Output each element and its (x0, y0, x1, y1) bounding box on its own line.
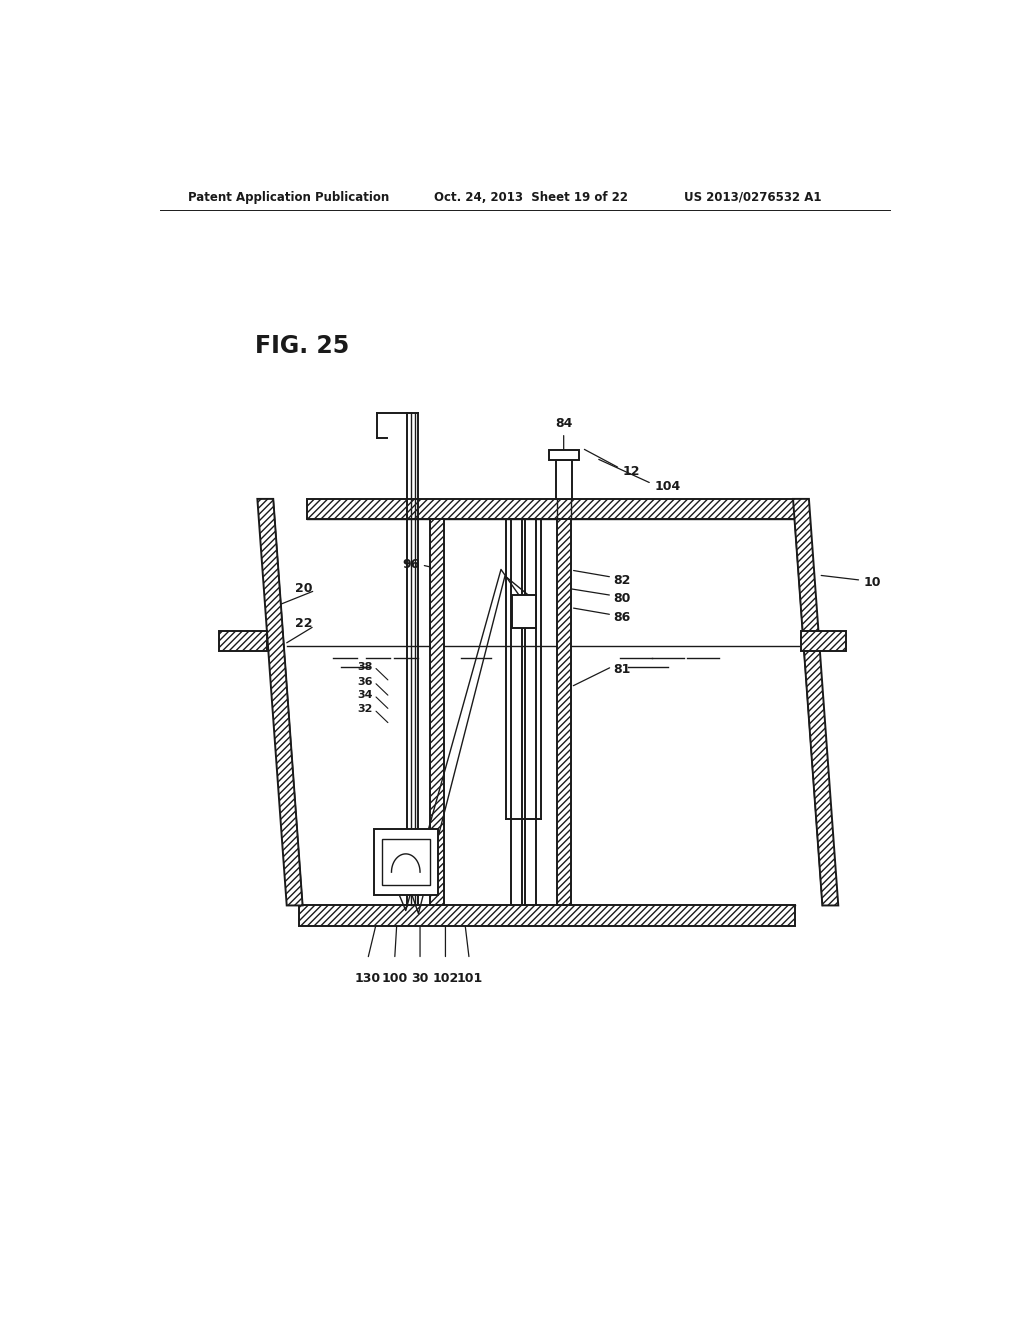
Text: 96: 96 (402, 558, 420, 572)
Bar (556, 461, 571, 499)
Bar (374, 829, 437, 895)
Text: 81: 81 (613, 663, 631, 676)
Bar (306, 499, 807, 519)
Text: 100: 100 (382, 972, 408, 985)
Bar (299, 906, 795, 925)
Bar (512, 595, 536, 628)
Text: 22: 22 (295, 618, 312, 631)
Text: 12: 12 (623, 465, 640, 478)
Bar (299, 906, 795, 925)
Bar (382, 840, 430, 886)
Bar (557, 519, 570, 906)
Text: 102: 102 (432, 972, 459, 985)
Text: 32: 32 (357, 705, 373, 714)
Text: 36: 36 (357, 677, 373, 686)
Text: 84: 84 (555, 417, 572, 430)
Text: FIG. 25: FIG. 25 (255, 334, 349, 359)
Text: 104: 104 (654, 480, 680, 494)
Text: 86: 86 (613, 611, 631, 624)
Text: 80: 80 (613, 591, 631, 605)
Text: 34: 34 (357, 690, 373, 700)
Text: Patent Application Publication: Patent Application Publication (187, 190, 389, 203)
Bar (557, 519, 570, 906)
Text: US 2013/0276532 A1: US 2013/0276532 A1 (684, 190, 821, 203)
Bar (549, 450, 579, 461)
Bar (306, 499, 807, 519)
Bar (430, 519, 443, 906)
Polygon shape (257, 499, 303, 906)
Text: 20: 20 (295, 582, 313, 595)
Polygon shape (801, 631, 846, 651)
Text: 82: 82 (613, 574, 631, 586)
Polygon shape (793, 499, 839, 906)
Text: 10: 10 (863, 576, 882, 589)
Bar (430, 519, 443, 906)
Text: 38: 38 (357, 661, 373, 672)
Text: Oct. 24, 2013  Sheet 19 of 22: Oct. 24, 2013 Sheet 19 of 22 (433, 190, 628, 203)
Text: 130: 130 (354, 972, 381, 985)
Polygon shape (219, 631, 267, 651)
Text: 30: 30 (412, 972, 429, 985)
Text: 101: 101 (456, 972, 482, 985)
